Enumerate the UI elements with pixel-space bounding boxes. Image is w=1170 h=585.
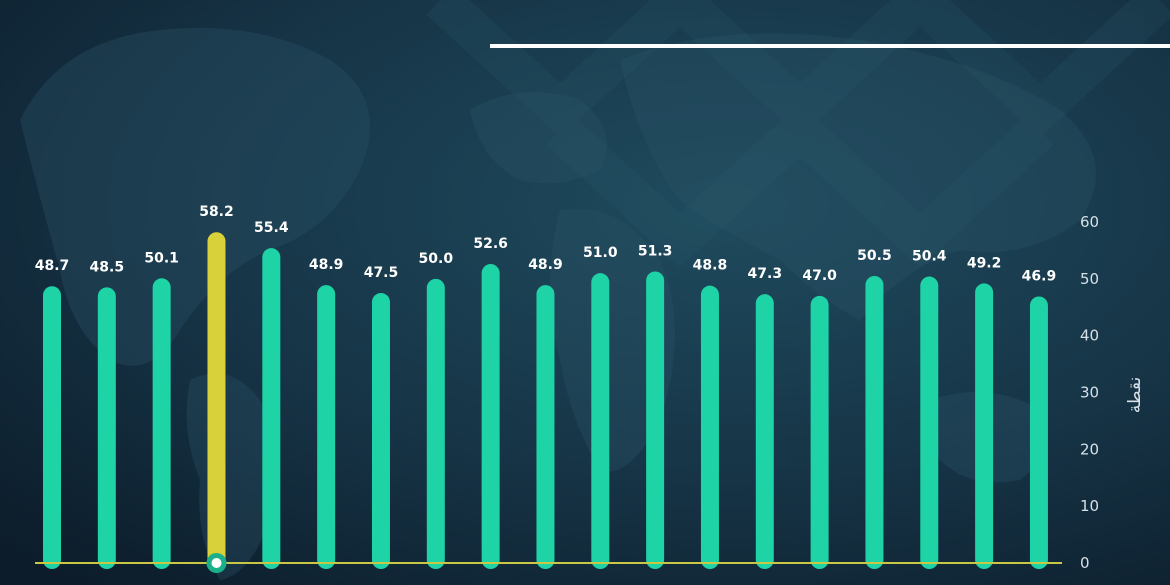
bar-value-label: 55.4 <box>254 220 289 236</box>
bar <box>426 278 445 569</box>
bar <box>646 271 665 569</box>
bar <box>975 283 994 569</box>
bar <box>317 285 336 569</box>
y-tick-label: 30 <box>1080 384 1099 402</box>
bar <box>152 278 171 569</box>
bar-value-label: 50.1 <box>144 250 179 266</box>
y-tick-label: 40 <box>1080 327 1099 345</box>
y-axis: 0 10 20 30 40 50 60 <box>1080 213 1099 572</box>
bars: 48.7 48.5 50.1 58.2 55.4 48.9 47.5 50.0 52.6 48.9… <box>35 204 1057 570</box>
bar-value-label: 46.9 <box>1022 268 1057 284</box>
y-tick-label: 10 <box>1080 497 1099 515</box>
bar-value-label: 50.4 <box>912 249 947 265</box>
bar-value-label: 52.6 <box>473 236 508 252</box>
bar-value-label: 50.0 <box>419 251 454 267</box>
y-tick-label: 20 <box>1080 440 1099 458</box>
bar <box>865 275 884 569</box>
bar <box>262 248 281 570</box>
bar-value-label: 48.9 <box>309 257 344 273</box>
y-tick-label: 60 <box>1080 213 1099 231</box>
bar-value-label: 47.0 <box>802 268 837 284</box>
bar-value-label: 58.2 <box>199 204 234 220</box>
bar-value-label: 51.0 <box>583 245 618 261</box>
bar-highlighted <box>207 232 226 570</box>
bar <box>591 273 610 569</box>
bar <box>43 286 61 569</box>
chevron-decoration <box>426 0 1170 268</box>
bar <box>97 287 116 569</box>
y-axis-label: نقطة <box>1125 377 1145 413</box>
bar <box>1029 296 1048 569</box>
bar-value-label: 48.8 <box>693 258 728 274</box>
bar-value-label: 49.2 <box>967 255 1002 271</box>
highlight-marker <box>206 553 227 573</box>
y-tick-label: 0 <box>1080 554 1090 572</box>
marker-dot <box>211 558 222 568</box>
bar <box>536 285 555 569</box>
bar <box>481 264 500 569</box>
bar-value-label: 47.3 <box>748 266 783 282</box>
bar-value-label: 51.3 <box>638 243 673 259</box>
bar <box>755 294 774 569</box>
bar-value-label: 48.9 <box>528 257 563 273</box>
bar-value-label: 48.5 <box>90 259 125 275</box>
bar-value-label: 47.5 <box>364 265 399 281</box>
bar <box>371 293 390 569</box>
bar-value-label: 50.5 <box>857 248 892 264</box>
bar <box>810 295 829 569</box>
y-tick-label: 50 <box>1080 270 1099 288</box>
bar-value-label: 48.7 <box>35 258 70 274</box>
bar <box>920 276 939 569</box>
bar <box>700 285 719 569</box>
